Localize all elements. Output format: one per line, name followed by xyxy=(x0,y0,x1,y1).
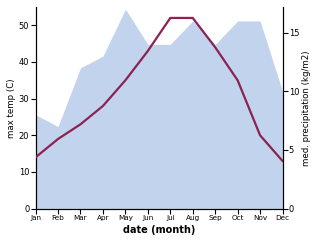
X-axis label: date (month): date (month) xyxy=(123,225,195,235)
Y-axis label: med. precipitation (kg/m2): med. precipitation (kg/m2) xyxy=(302,50,311,166)
Y-axis label: max temp (C): max temp (C) xyxy=(7,78,16,137)
